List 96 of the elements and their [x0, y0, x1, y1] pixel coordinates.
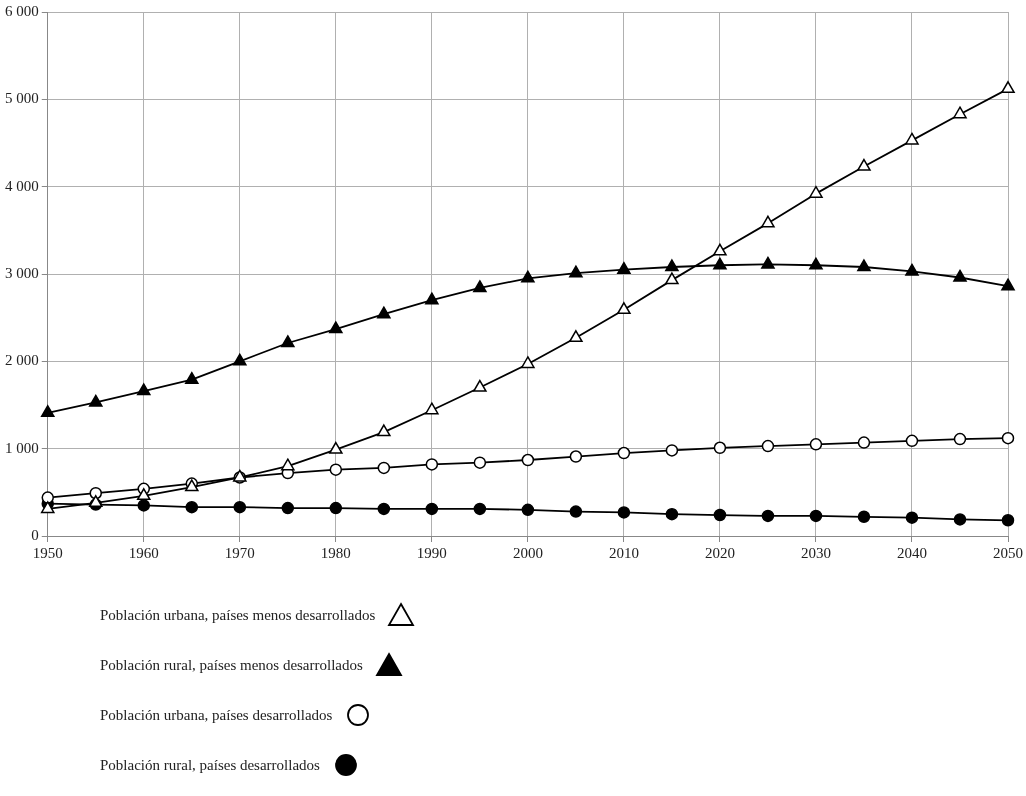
point [569, 330, 583, 342]
point [713, 257, 727, 270]
point [857, 510, 871, 524]
point [809, 185, 823, 198]
x-tick-label: 1970 [224, 544, 255, 561]
point [1001, 514, 1015, 527]
point [232, 353, 247, 366]
point [281, 501, 295, 515]
point [665, 444, 679, 457]
y-tick-label: 0 [31, 526, 39, 543]
point [329, 441, 343, 454]
legend-label: Población urbana, países menos desarrollados [100, 606, 376, 624]
point [953, 513, 967, 526]
point [1001, 81, 1015, 94]
x-tick-label: 2010 [608, 544, 639, 561]
point [425, 458, 439, 471]
point [521, 270, 535, 283]
point [905, 132, 919, 145]
point [617, 302, 631, 315]
point [761, 509, 775, 523]
point [137, 499, 151, 512]
point [761, 215, 775, 228]
point [136, 383, 151, 396]
y-tick-label: 6 000 [5, 2, 39, 19]
point [953, 269, 967, 282]
point [281, 458, 295, 471]
point [569, 505, 583, 518]
point [665, 507, 679, 521]
point [905, 263, 919, 276]
point [569, 265, 583, 278]
point [713, 441, 727, 455]
point [713, 243, 727, 256]
point [617, 506, 631, 519]
point [329, 501, 343, 515]
point [905, 511, 919, 524]
x-tick-label: 1960 [128, 544, 159, 561]
legend-label: Población rural, países menos desarrollados [100, 656, 363, 674]
x-tick-label: 2000 [512, 544, 543, 561]
point [569, 450, 583, 463]
point [953, 106, 967, 119]
point [185, 500, 199, 514]
point [329, 321, 343, 334]
point [377, 306, 391, 319]
point [425, 292, 439, 305]
x-tick-label: 1950 [32, 544, 63, 561]
point [761, 439, 775, 453]
point [136, 488, 151, 501]
point [713, 508, 727, 522]
point [377, 461, 391, 475]
point [473, 280, 487, 293]
point [184, 371, 199, 384]
point [857, 259, 871, 272]
x-tick-label: 1990 [416, 544, 447, 561]
point [665, 272, 679, 285]
point [521, 356, 535, 369]
point [809, 257, 823, 270]
legend-label: Población urbana, países desarrollados [100, 706, 333, 724]
point [88, 394, 103, 407]
point [665, 259, 679, 272]
y-tick-label: 5 000 [5, 90, 39, 107]
point [233, 500, 247, 514]
point [521, 503, 535, 517]
point [40, 405, 55, 418]
x-tick-label: 2040 [896, 544, 927, 561]
point [953, 432, 967, 446]
point [40, 501, 55, 514]
point [329, 463, 343, 476]
point [1001, 431, 1015, 445]
y-tick-label: 1 000 [5, 439, 39, 456]
point [809, 509, 823, 523]
x-tick-label: 1980 [320, 544, 351, 561]
point [473, 456, 487, 469]
point [1001, 278, 1015, 291]
point [857, 436, 871, 449]
y-tick-label: 3 000 [5, 264, 39, 281]
y-tick-label: 4 000 [5, 177, 39, 194]
point [617, 446, 631, 460]
point [809, 438, 823, 451]
point [473, 502, 487, 516]
x-tick-label: 2050 [993, 544, 1023, 561]
point [473, 379, 487, 392]
x-tick-label: 2030 [800, 544, 831, 561]
point [41, 491, 54, 504]
point [425, 402, 439, 415]
point [281, 335, 295, 348]
x-tick-label: 2020 [704, 544, 735, 561]
point [905, 434, 919, 448]
y-tick-label: 2 000 [5, 352, 39, 369]
point [425, 502, 439, 516]
point [377, 502, 391, 516]
legend-label: Población rural, países desarrollados [100, 756, 320, 774]
point [521, 453, 535, 467]
point [761, 256, 775, 269]
point [617, 261, 631, 274]
point [857, 158, 871, 171]
point [377, 424, 391, 437]
